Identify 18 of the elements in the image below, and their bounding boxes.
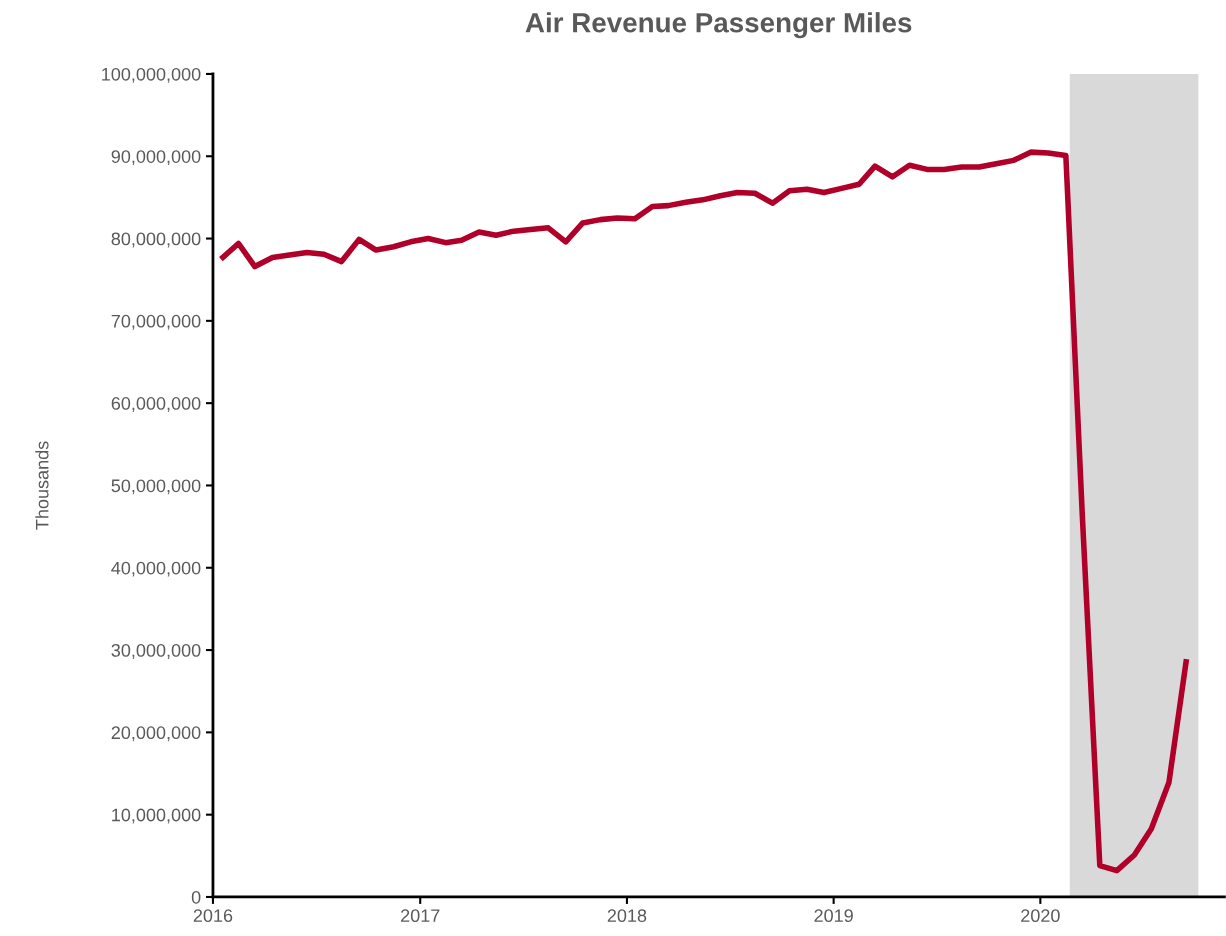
y-tick-label: 40,000,000 <box>111 561 201 577</box>
chart-title: Air Revenue Passenger Miles <box>525 12 912 39</box>
x-tick-label: 2017 <box>401 909 440 923</box>
y-tick-label: 80,000,000 <box>111 232 201 248</box>
y-tick-label: 30,000,000 <box>111 644 201 659</box>
x-tick-label: 2020 <box>1021 909 1060 923</box>
y-tick-label: 20,000,000 <box>111 726 201 742</box>
x-tick-label: 2019 <box>814 909 853 923</box>
y-tick-label: 0 <box>191 890 201 904</box>
y-tick-label: 50,000,000 <box>111 479 201 495</box>
y-tick-label: 60,000,000 <box>111 397 201 413</box>
y-tick-label: 10,000,000 <box>112 808 201 824</box>
y-tick-label: 90,000,000 <box>111 150 201 166</box>
x-tick-label: 2018 <box>607 909 647 923</box>
y-tick-label: 70,000,000 <box>111 314 201 330</box>
y-axis-title: Thousands <box>35 441 49 530</box>
x-tick-label: 2016 <box>193 909 233 923</box>
y-tick-label: 100,000,000 <box>102 67 201 83</box>
